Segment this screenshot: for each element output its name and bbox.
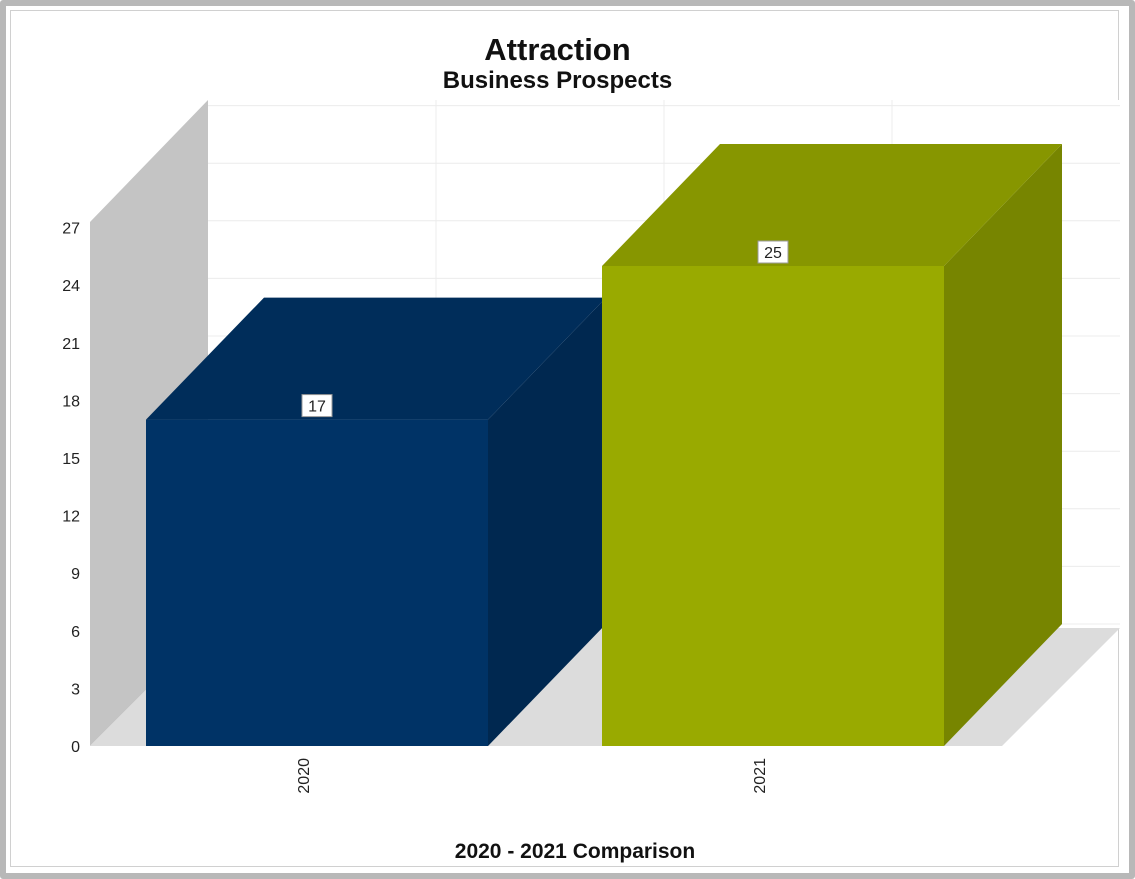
y-tick-label: 21 <box>62 336 80 353</box>
bar-front-face <box>146 419 488 746</box>
y-tick-label: 15 <box>62 451 80 468</box>
bar-side-face <box>488 297 606 746</box>
y-tick-label: 6 <box>71 624 80 641</box>
x-axis-ticks: 2020 2021 <box>296 758 769 794</box>
y-tick-label: 0 <box>71 739 80 756</box>
x-axis-title: 2020 - 2021 Comparison <box>454 840 696 863</box>
y-axis-ticks: 0 3 6 9 12 15 18 21 24 27 <box>62 221 80 756</box>
x-tick-label: 2020 <box>296 758 313 794</box>
bar-top-face <box>602 144 1062 266</box>
chart-subtitle: Business Prospects <box>442 67 673 94</box>
y-tick-label: 24 <box>62 278 80 295</box>
x-tick-label: 2021 <box>752 758 769 794</box>
data-label: 25 <box>764 245 782 262</box>
data-label-box <box>301 394 333 418</box>
bar-front-face <box>602 266 944 746</box>
bar-top-face <box>146 297 606 420</box>
y-tick-label: 3 <box>71 681 80 698</box>
bar-side-face <box>944 144 1062 746</box>
chart-title: Attraction <box>484 32 631 67</box>
data-label: 17 <box>308 399 326 416</box>
y-tick-label: 27 <box>62 221 80 238</box>
y-tick-label: 12 <box>62 509 80 526</box>
bars <box>146 144 1062 746</box>
y-tick-label: 18 <box>62 393 80 410</box>
bar-2020 <box>146 297 606 746</box>
data-label-box <box>757 240 789 264</box>
y-tick-label: 9 <box>71 566 80 583</box>
bar-2021 <box>602 144 1062 746</box>
